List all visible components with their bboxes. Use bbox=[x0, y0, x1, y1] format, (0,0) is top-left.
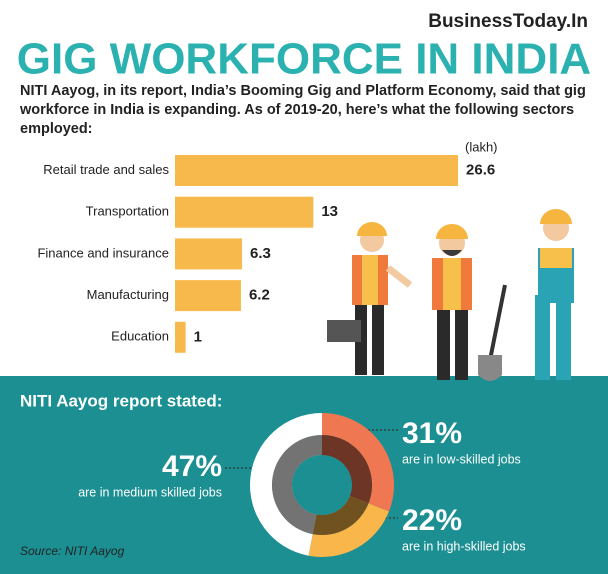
donut-inner-shade bbox=[322, 435, 372, 504]
donut-inner-shade bbox=[271, 435, 322, 535]
workers-illustration bbox=[327, 209, 574, 381]
brand: BusinessToday.In bbox=[428, 11, 588, 32]
bar bbox=[175, 321, 186, 353]
category-label: Manufacturing bbox=[87, 287, 169, 302]
bar bbox=[175, 155, 459, 186]
title: GIG WORKFORCE IN INDIA bbox=[17, 35, 591, 84]
value-label: 47% bbox=[162, 450, 222, 483]
category-label: Finance and insurance bbox=[37, 245, 169, 260]
donut-segment bbox=[250, 413, 322, 556]
value-label: 6.2 bbox=[249, 287, 270, 304]
value-label: 13 bbox=[321, 203, 338, 220]
legend-label: are in low-skilled jobs bbox=[402, 452, 521, 466]
value-label: 6.3 bbox=[250, 245, 271, 262]
category-label: Transportation bbox=[86, 204, 169, 219]
bar bbox=[175, 196, 314, 228]
category-label: Retail trade and sales bbox=[43, 162, 169, 177]
donut-segment bbox=[322, 413, 394, 512]
legend-label: are in medium skilled jobs bbox=[78, 485, 222, 499]
legend-label: are in high-skilled jobs bbox=[402, 539, 526, 553]
donut-segment bbox=[308, 503, 389, 557]
value-label: 26.6 bbox=[466, 161, 495, 178]
bar bbox=[175, 238, 243, 270]
unit-label: (lakh) bbox=[465, 139, 498, 154]
bar bbox=[175, 280, 241, 312]
source: Source: NITI Aayog bbox=[20, 544, 125, 558]
donut-title: NITI Aayog report stated: bbox=[20, 391, 222, 410]
intro-text: NITI Aayog, in its report, India’s Boomi… bbox=[20, 83, 586, 137]
category-label: Education bbox=[111, 329, 169, 344]
value-label: 1 bbox=[194, 328, 202, 345]
donut-inner-shade bbox=[312, 496, 369, 535]
value-label: 31% bbox=[402, 417, 462, 450]
value-label: 22% bbox=[402, 504, 462, 537]
